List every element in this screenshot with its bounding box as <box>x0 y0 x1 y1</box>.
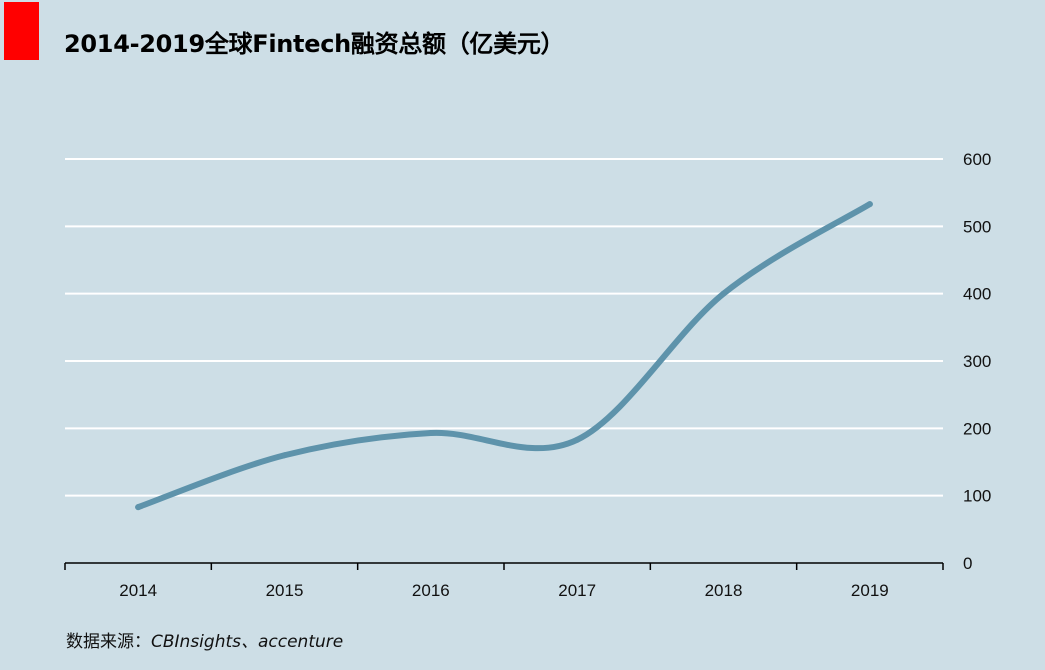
chart-title: 2014-2019全球Fintech融资总额（亿美元） <box>64 30 565 58</box>
y-tick-label-400: 400 <box>963 285 991 304</box>
y-tick-label-0: 0 <box>963 554 972 573</box>
y-tick-label-500: 500 <box>963 217 991 236</box>
source-note: 数据来源：CBInsights、accenture <box>66 627 343 652</box>
source-prefix: 数据来源： <box>66 632 151 652</box>
data-point-2014 <box>135 504 142 511</box>
x-tick-label-2015: 2015 <box>266 581 304 600</box>
title-accent-bar <box>4 2 39 60</box>
data-point-2016 <box>427 430 434 437</box>
y-tick-label-600: 600 <box>963 150 991 169</box>
series-line-0 <box>135 201 873 511</box>
series <box>135 201 873 511</box>
data-point-2017 <box>574 436 581 443</box>
data-point-2019 <box>866 201 873 208</box>
data-point-2015 <box>281 452 288 459</box>
y-tick-label-300: 300 <box>963 352 991 371</box>
x-axis-tick-labels: 2014 2015 2016 2017 2018 2019 <box>119 581 888 600</box>
x-tick-label-2016: 2016 <box>412 581 450 600</box>
x-tick-label-2017: 2017 <box>558 581 596 600</box>
source-names: CBInsights、accenture <box>151 632 344 652</box>
y-tick-label-100: 100 <box>963 487 991 506</box>
x-tick-label-2018: 2018 <box>705 581 743 600</box>
y-tick-label-200: 200 <box>963 419 991 438</box>
x-axis <box>64 562 944 570</box>
x-tick-label-2019: 2019 <box>851 581 889 600</box>
y-axis-tick-labels: 0 100 200 300 400 500 600 <box>963 150 991 573</box>
data-point-2018 <box>720 290 727 297</box>
gridlines <box>65 158 943 497</box>
x-tick-label-2014: 2014 <box>119 581 157 600</box>
